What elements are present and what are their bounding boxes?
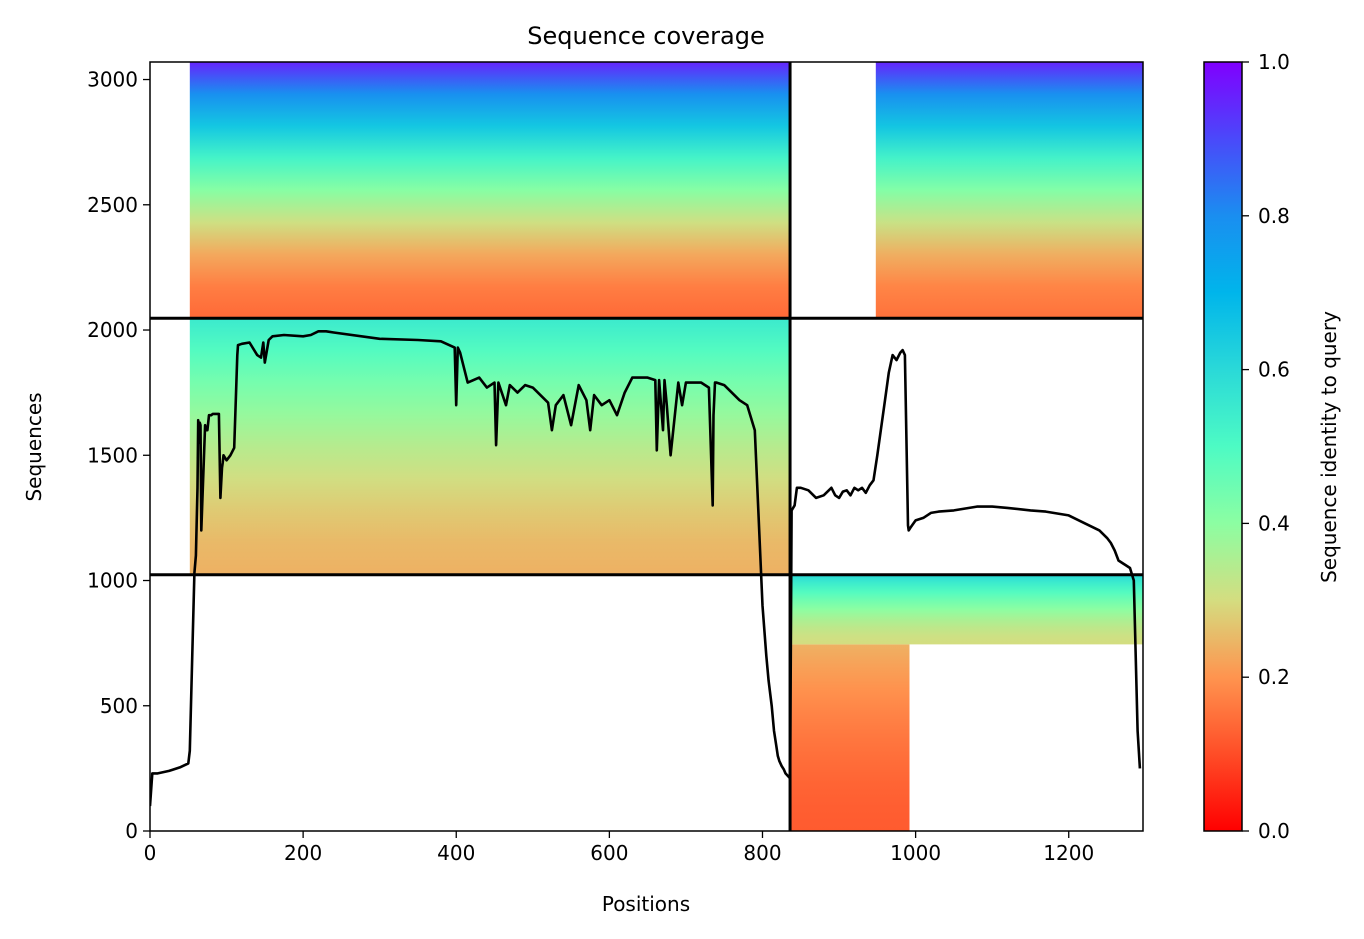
identity-block [189, 62, 791, 319]
colorbar-frame [1203, 61, 1243, 832]
colorbar-tick-label: 0.8 [1258, 204, 1290, 228]
x-axis: 0 200 400 600 800 1000 1200 [144, 831, 1094, 865]
plot-frame [149, 61, 1144, 832]
colorbar-gradient [1204, 62, 1242, 831]
colorbar-axis: 0.0 0.2 0.4 0.6 0.8 1.0 [1242, 50, 1290, 843]
colorbar-tick-label: 0.2 [1258, 665, 1290, 689]
x-tick-label: 800 [743, 841, 781, 865]
x-tick-label: 1200 [1043, 841, 1094, 865]
colorbar-tick-label: 0.0 [1258, 819, 1290, 843]
colorbar-tick-label: 0.4 [1258, 511, 1290, 535]
identity-block [189, 318, 791, 575]
x-tick-label: 600 [590, 841, 628, 865]
colorbar-tick-label: 0.6 [1258, 358, 1290, 382]
y-tick-label: 1500 [87, 443, 138, 467]
colorbar-tick-label: 1.0 [1258, 50, 1290, 74]
y-tick-label: 500 [100, 694, 138, 718]
identity-blocks [189, 62, 1143, 831]
y-axis: 0 500 1000 1500 2000 2500 3000 [87, 68, 150, 843]
chart-title: Sequence coverage [527, 22, 764, 50]
colorbar-label: Sequence identity to query [1317, 311, 1341, 583]
identity-block [790, 644, 910, 831]
y-axis-label: Sequences [22, 392, 46, 501]
x-tick-label: 400 [437, 841, 475, 865]
y-tick-label: 1000 [87, 569, 138, 593]
y-tick-label: 0 [125, 819, 138, 843]
y-tick-label: 2000 [87, 318, 138, 342]
coverage-line [150, 330, 1142, 807]
identity-block [875, 62, 1143, 319]
y-tick-label: 2500 [87, 193, 138, 217]
y-tick-label: 3000 [87, 68, 138, 92]
x-tick-label: 1000 [890, 841, 941, 865]
x-tick-label: 200 [284, 841, 322, 865]
x-tick-label: 0 [144, 841, 157, 865]
x-axis-label: Positions [602, 892, 690, 916]
identity-block [790, 574, 1143, 645]
